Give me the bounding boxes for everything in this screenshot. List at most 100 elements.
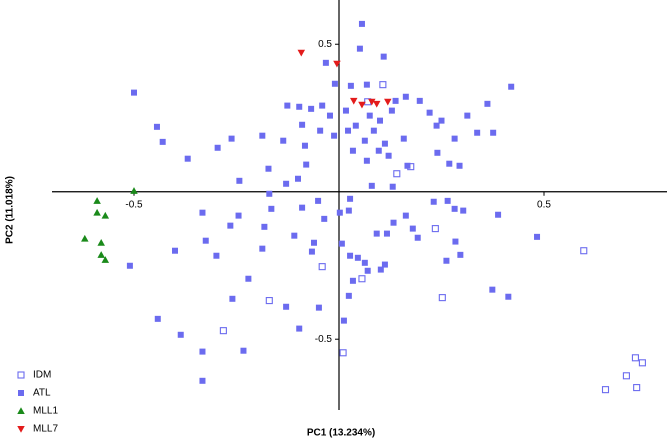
point	[347, 195, 354, 202]
legend-label: MLL1	[33, 406, 58, 417]
point	[101, 256, 110, 263]
x-axis-title: PC1 (13.234%)	[307, 428, 375, 439]
point	[358, 20, 365, 27]
point	[317, 127, 324, 134]
point	[177, 331, 184, 338]
point	[172, 247, 178, 254]
legend-marker	[18, 390, 24, 396]
point	[97, 239, 105, 246]
point	[444, 197, 451, 204]
point	[580, 247, 588, 255]
point	[409, 225, 416, 232]
y-axis-title: PC2 (11.018%)	[5, 176, 16, 244]
point	[299, 121, 306, 128]
point	[361, 259, 368, 266]
point	[245, 275, 252, 282]
point	[379, 81, 387, 89]
point	[331, 80, 338, 87]
legend-marker	[17, 371, 25, 379]
point	[229, 295, 236, 302]
point	[126, 262, 133, 269]
point	[489, 286, 496, 293]
point	[431, 225, 439, 233]
point	[392, 97, 399, 104]
point	[342, 107, 349, 114]
point	[259, 132, 266, 139]
point	[296, 325, 303, 332]
point	[385, 152, 392, 159]
point	[283, 303, 290, 310]
point	[368, 98, 376, 106]
point	[131, 89, 137, 96]
x-tick-label: -0.5	[125, 199, 143, 210]
legend-label: MLL7	[33, 424, 58, 435]
point	[505, 293, 512, 300]
point	[159, 138, 166, 145]
point	[414, 234, 421, 241]
point	[81, 234, 89, 242]
point	[318, 263, 326, 271]
point	[315, 304, 322, 311]
point	[402, 93, 409, 100]
point	[434, 149, 441, 156]
point	[280, 137, 287, 144]
point	[336, 209, 343, 216]
point	[375, 147, 382, 154]
point	[349, 147, 356, 154]
point	[451, 135, 458, 142]
point	[430, 198, 437, 205]
point	[389, 183, 396, 190]
y-tick-label: -0.5	[315, 334, 333, 345]
legend-label: ATL	[33, 388, 51, 399]
point	[451, 205, 458, 212]
point	[456, 162, 463, 169]
point	[370, 127, 377, 134]
point	[240, 347, 247, 354]
point	[377, 117, 383, 124]
point	[464, 112, 471, 119]
point	[261, 223, 268, 230]
legend-marker	[17, 407, 25, 414]
point	[199, 209, 206, 216]
y-tick-label: 0.5	[318, 39, 332, 50]
point	[388, 107, 395, 114]
point	[93, 208, 101, 216]
point	[319, 102, 326, 109]
point	[228, 135, 235, 142]
point	[93, 197, 101, 204]
point	[384, 98, 392, 106]
point	[484, 100, 491, 107]
point	[490, 129, 497, 136]
legend-marker	[17, 426, 25, 433]
point	[259, 245, 266, 252]
point	[364, 267, 371, 274]
point	[301, 142, 308, 149]
point	[393, 170, 401, 178]
point	[97, 251, 105, 258]
point	[130, 187, 138, 194]
point	[426, 109, 433, 116]
point	[326, 112, 333, 119]
point	[402, 212, 409, 219]
point	[638, 359, 646, 367]
point	[366, 112, 373, 119]
point	[310, 239, 317, 246]
point	[154, 315, 161, 322]
point	[333, 60, 341, 68]
point	[474, 129, 481, 136]
point	[368, 182, 375, 189]
point	[345, 292, 352, 299]
point	[433, 122, 440, 129]
point	[373, 230, 380, 237]
point	[235, 212, 242, 219]
point	[347, 252, 354, 259]
point	[358, 101, 366, 109]
point	[199, 348, 206, 355]
point	[347, 82, 354, 89]
point	[101, 211, 110, 219]
legend-label: IDM	[33, 370, 51, 381]
point	[622, 372, 630, 380]
point	[265, 165, 272, 172]
point	[633, 384, 641, 392]
point	[153, 123, 160, 130]
